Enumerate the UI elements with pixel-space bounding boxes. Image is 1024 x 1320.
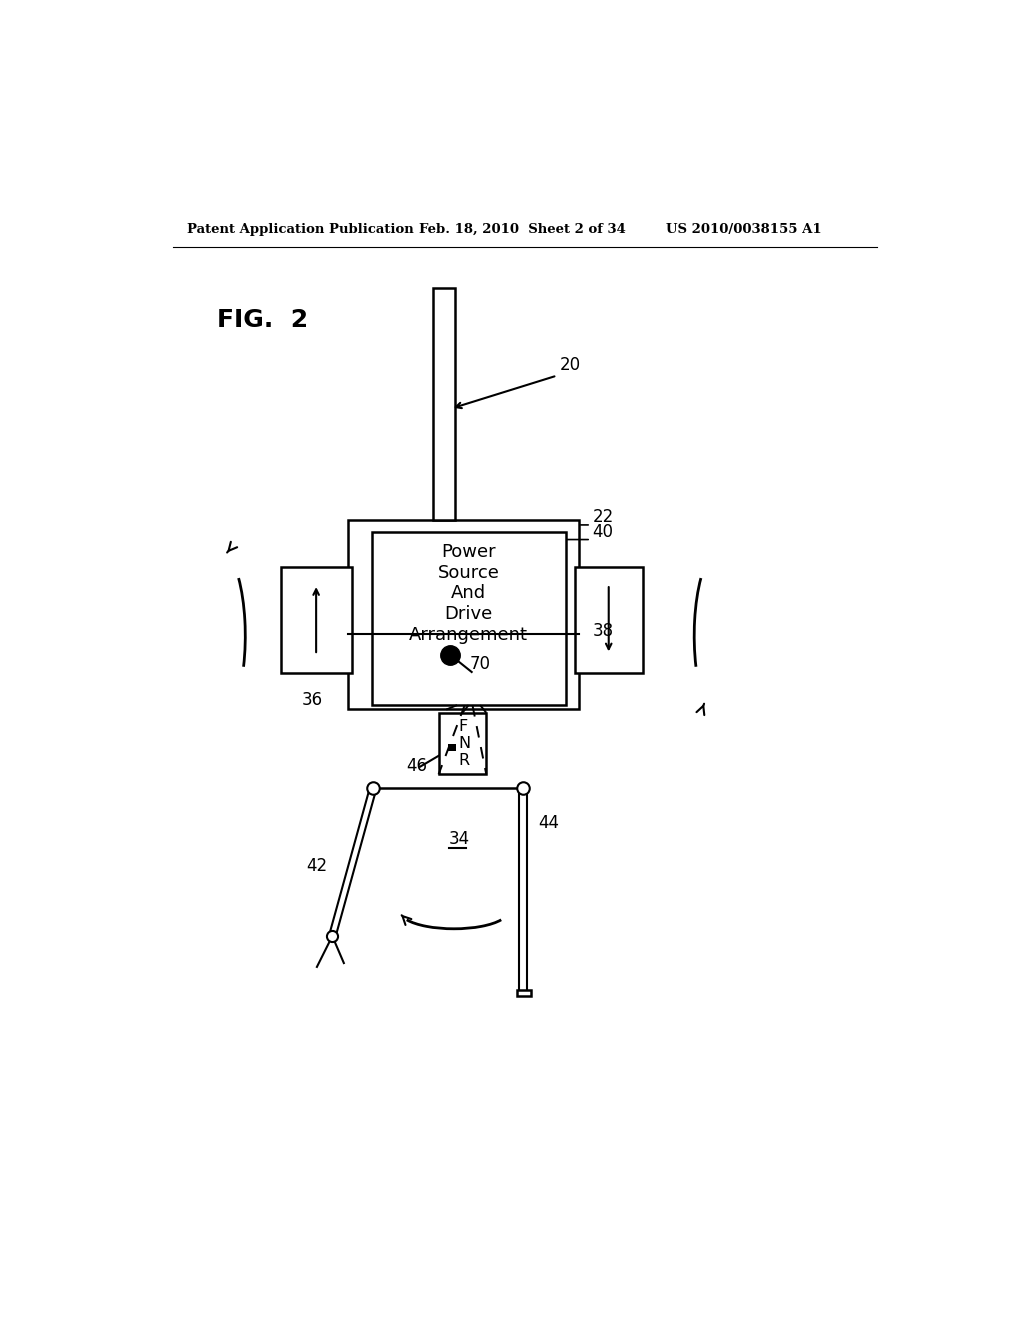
Text: N: N xyxy=(459,737,471,751)
Bar xyxy=(433,288,455,520)
Text: Power
Source
And
Drive
Arrangement: Power Source And Drive Arrangement xyxy=(410,543,528,644)
Bar xyxy=(281,566,351,673)
Bar xyxy=(348,520,580,709)
Text: FIG.  2: FIG. 2 xyxy=(217,308,308,333)
Text: 36: 36 xyxy=(301,692,323,709)
Bar xyxy=(517,990,531,997)
Text: 42: 42 xyxy=(306,857,328,875)
Text: 20: 20 xyxy=(560,356,582,374)
Text: Feb. 18, 2010  Sheet 2 of 34: Feb. 18, 2010 Sheet 2 of 34 xyxy=(419,223,627,236)
Text: R: R xyxy=(459,752,470,768)
Bar xyxy=(574,566,643,673)
Text: 34: 34 xyxy=(449,830,470,847)
Text: 38: 38 xyxy=(593,622,613,640)
Text: 46: 46 xyxy=(407,756,427,775)
Text: 70: 70 xyxy=(469,655,490,673)
Text: Patent Application Publication: Patent Application Publication xyxy=(186,223,414,236)
Text: US 2010/0038155 A1: US 2010/0038155 A1 xyxy=(666,223,821,236)
Bar xyxy=(438,713,486,775)
Text: 40: 40 xyxy=(593,523,613,541)
Text: F: F xyxy=(459,719,468,734)
Text: 22: 22 xyxy=(593,508,613,525)
Text: 44: 44 xyxy=(539,814,560,833)
Bar xyxy=(372,532,565,705)
Bar xyxy=(447,743,456,751)
